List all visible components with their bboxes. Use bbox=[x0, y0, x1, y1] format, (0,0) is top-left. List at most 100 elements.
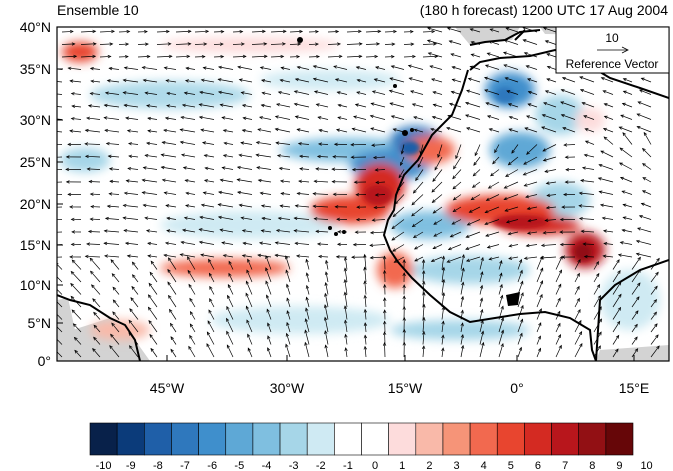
wind-vector-head bbox=[208, 272, 213, 277]
wind-vector-head bbox=[369, 231, 374, 235]
wind-vector bbox=[275, 116, 291, 120]
wind-vector-head bbox=[73, 336, 78, 341]
wind-vector bbox=[441, 321, 444, 333]
wind-vector bbox=[161, 166, 177, 170]
wind-vector-head bbox=[583, 153, 588, 158]
wind-vector-head bbox=[389, 102, 394, 106]
wind-vector-head bbox=[564, 155, 569, 159]
wind-vector bbox=[526, 244, 538, 247]
lat-label-25n: 25°N bbox=[20, 154, 51, 170]
wind-vector-head bbox=[538, 308, 542, 313]
wind-vector bbox=[484, 219, 500, 225]
wind-vector bbox=[70, 283, 82, 295]
wind-vector bbox=[261, 104, 272, 108]
wind-vector-head bbox=[355, 66, 360, 70]
wind-vector-head bbox=[523, 256, 528, 260]
wind-vector-head bbox=[286, 310, 290, 315]
wind-vector-head bbox=[111, 273, 116, 277]
wind-vector-head bbox=[390, 55, 395, 59]
wind-vector-head bbox=[352, 243, 357, 247]
wind-vector-head bbox=[160, 153, 165, 157]
wind-vector-head bbox=[168, 257, 172, 262]
wind-vector-head bbox=[265, 267, 269, 272]
wind-vector bbox=[90, 270, 101, 283]
wind-vector-head bbox=[508, 256, 513, 260]
wind-vector-head bbox=[257, 178, 262, 183]
wind-vector-head bbox=[640, 77, 645, 81]
wind-vector-head bbox=[285, 332, 289, 337]
wind-vector bbox=[441, 335, 444, 345]
wind-vector bbox=[460, 323, 464, 333]
wind-vector-head bbox=[637, 282, 641, 287]
wind-vector-head bbox=[164, 241, 169, 245]
wind-vector-head bbox=[258, 241, 263, 245]
wind-vector bbox=[600, 204, 614, 208]
wind-vector bbox=[142, 192, 158, 195]
wind-vector-head bbox=[500, 294, 504, 299]
wind-vector bbox=[189, 323, 196, 333]
wind-vector bbox=[156, 31, 170, 33]
wind-vector bbox=[71, 259, 82, 270]
wind-vector-head bbox=[448, 102, 453, 107]
wind-vector-head bbox=[557, 297, 561, 302]
wind-vector-head bbox=[511, 149, 515, 154]
wind-vector-head bbox=[161, 141, 166, 145]
wind-vector bbox=[637, 101, 652, 108]
wind-vector bbox=[593, 273, 600, 283]
wind-vector-head bbox=[392, 128, 397, 132]
wind-vector-head bbox=[576, 285, 580, 290]
wind-vector-head bbox=[484, 64, 489, 68]
wind-vector-head bbox=[621, 228, 626, 233]
wind-vector-head bbox=[579, 76, 584, 80]
wind-vector-head bbox=[410, 42, 415, 46]
wind-vector bbox=[598, 177, 614, 183]
wind-vector-head bbox=[522, 39, 527, 43]
wind-vector bbox=[574, 286, 580, 295]
wind-vector bbox=[526, 144, 538, 155]
wind-vector-head bbox=[245, 292, 249, 297]
wind-vector-head bbox=[246, 269, 250, 274]
wind-vector bbox=[467, 219, 481, 226]
wind-vector bbox=[356, 91, 367, 95]
wind-vector bbox=[414, 244, 424, 250]
wind-vector-head bbox=[163, 128, 168, 133]
wind-vector bbox=[612, 281, 622, 295]
wind-vector-head bbox=[150, 347, 154, 352]
wind-vector bbox=[490, 28, 500, 33]
wind-vector bbox=[226, 331, 234, 345]
wind-vector-head bbox=[581, 166, 586, 170]
wind-vector-head bbox=[526, 206, 531, 211]
wind-vector-head bbox=[293, 216, 298, 221]
wind-vector bbox=[228, 261, 234, 270]
wind-vector bbox=[401, 144, 405, 154]
wind-vector-head bbox=[414, 258, 419, 262]
wind-vector bbox=[306, 259, 310, 270]
wind-vector-head bbox=[374, 193, 379, 197]
wind-vector bbox=[181, 116, 196, 120]
wind-vector bbox=[306, 297, 310, 308]
wind-vector bbox=[289, 31, 303, 33]
wind-vector bbox=[185, 80, 196, 83]
wind-vector-head bbox=[246, 319, 250, 324]
wind-vector-head bbox=[484, 209, 489, 214]
wind-vector bbox=[427, 40, 443, 45]
wind-vector-head bbox=[499, 259, 503, 264]
wind-vector bbox=[543, 102, 557, 108]
wind-vector bbox=[453, 194, 462, 201]
wind-vector-head bbox=[168, 294, 172, 299]
wind-vector bbox=[166, 92, 177, 95]
wind-vector-head bbox=[489, 28, 494, 32]
plot-title-left: Ensemble 10 bbox=[57, 2, 139, 18]
wind-vector-head bbox=[263, 54, 268, 59]
wind-vector-head bbox=[257, 253, 262, 258]
wind-vector bbox=[182, 104, 196, 108]
wind-vector bbox=[641, 203, 652, 208]
wind-vector bbox=[564, 144, 576, 146]
wind-vector-head bbox=[221, 241, 226, 245]
wind-vector-head bbox=[363, 322, 368, 327]
wind-vector bbox=[447, 27, 462, 33]
wind-vector bbox=[422, 345, 425, 358]
wind-vector bbox=[370, 115, 386, 120]
wind-vector bbox=[441, 306, 445, 320]
wind-vector bbox=[93, 324, 101, 333]
